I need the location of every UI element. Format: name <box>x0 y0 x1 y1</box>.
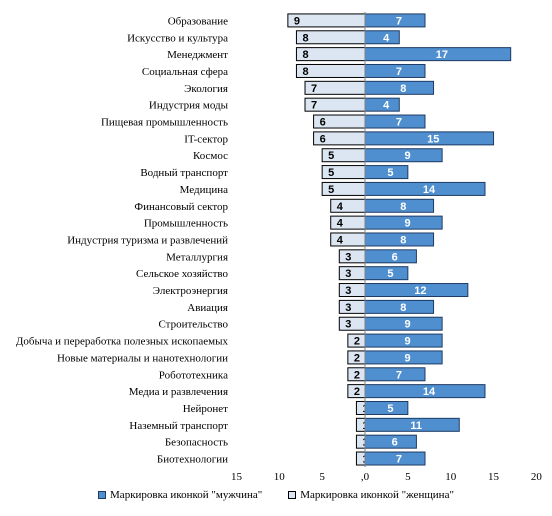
data-label-men: 4 <box>383 32 390 44</box>
legend-label-women: Маркировка иконкой "женщина" <box>300 489 454 501</box>
category-label: Биотехнологии <box>157 454 228 466</box>
legend-swatch-men <box>98 491 107 499</box>
data-label-men: 12 <box>414 285 426 297</box>
category-label: Финансовый сектор <box>134 201 228 213</box>
bar-women <box>338 249 366 264</box>
data-label-men: 6 <box>392 251 398 263</box>
data-label-men: 9 <box>405 150 411 162</box>
data-label-women: 3 <box>345 319 351 331</box>
data-label-women: 6 <box>320 133 326 145</box>
category-label: Социальная сфера <box>142 66 228 78</box>
category-label: Авиация <box>187 302 228 314</box>
data-label-men: 7 <box>396 66 402 78</box>
data-label-women: 7 <box>311 100 317 112</box>
legend-label-men: Маркировка иконкой "мужчина" <box>110 489 263 501</box>
data-label-men: 8 <box>400 201 406 213</box>
data-label-men: 9 <box>405 352 411 364</box>
x-tick-label: 20 <box>531 471 543 483</box>
data-label-men: 5 <box>387 167 393 179</box>
data-label-men: 14 <box>423 386 436 398</box>
data-label-men: 5 <box>387 403 393 415</box>
category-label: Электроэнергия <box>153 285 228 297</box>
category-label: Сельское хозяйство <box>136 268 228 280</box>
category-label: Строительство <box>158 319 228 331</box>
data-label-men: 7 <box>396 369 402 381</box>
data-label-women: 5 <box>328 167 334 179</box>
bar-women <box>338 283 366 298</box>
data-label-men: 8 <box>400 234 406 246</box>
x-tick-label: 10 <box>274 471 286 483</box>
category-label: Менеджмент <box>167 49 228 61</box>
bar-women <box>338 266 366 281</box>
data-label-men: 14 <box>423 184 436 196</box>
data-label-women: 8 <box>302 32 308 44</box>
data-label-women: 2 <box>354 336 360 348</box>
bar-women <box>338 299 366 314</box>
data-label-men: 7 <box>396 15 402 27</box>
data-label-men: 9 <box>405 218 411 230</box>
category-label: Новые материалы и нанотехнологии <box>57 352 228 364</box>
data-label-women: 6 <box>320 117 326 129</box>
data-label-women: 2 <box>354 352 360 364</box>
category-label: Металлургия <box>166 251 228 263</box>
x-tick-label: ,0 <box>361 471 370 483</box>
category-label: Медицина <box>180 184 229 196</box>
data-label-women: 7 <box>311 83 317 95</box>
data-label-women: 3 <box>345 302 351 314</box>
category-label: Космос <box>193 150 228 162</box>
data-label-men: 8 <box>400 302 406 314</box>
data-label-men: 4 <box>383 100 390 112</box>
data-label-women: 4 <box>337 201 344 213</box>
data-label-men: 7 <box>396 454 402 466</box>
data-label-men: 8 <box>400 83 406 95</box>
data-label-women: 3 <box>345 285 351 297</box>
x-tick-label: 5 <box>405 471 411 483</box>
legend-item-men: Маркировка иконкой "мужчина" <box>98 489 262 501</box>
category-label: Индустрия моды <box>149 100 229 112</box>
data-label-women: 8 <box>302 66 308 78</box>
data-label-women: 3 <box>345 268 351 280</box>
data-label-men: 15 <box>427 133 439 145</box>
data-label-women: 5 <box>328 184 334 196</box>
data-label-men: 11 <box>410 420 422 432</box>
bar-women <box>338 316 366 331</box>
category-label: Безопасность <box>165 437 228 449</box>
category-label: Добыча и переработка полезных ископаемых <box>16 336 229 348</box>
x-tick-label: 5 <box>319 471 325 483</box>
data-label-men: 7 <box>396 117 402 129</box>
data-label-women: 3 <box>345 251 351 263</box>
data-label-women: 8 <box>302 49 308 61</box>
data-label-men: 9 <box>405 319 411 331</box>
category-label: Наземный транспорт <box>129 420 228 432</box>
legend-swatch-women <box>288 491 297 499</box>
x-tick-label: 15 <box>488 471 500 483</box>
data-label-women: 2 <box>354 369 360 381</box>
category-label: IT-сектор <box>184 133 228 145</box>
category-label: Робототехника <box>159 369 228 381</box>
data-label-men: 9 <box>405 336 411 348</box>
category-label: Медиа и развлечения <box>129 386 228 398</box>
category-label: Искусство и культура <box>127 32 228 44</box>
category-label: Экология <box>184 83 228 95</box>
category-label: Пищевая промышленность <box>101 117 228 129</box>
category-label: Водный транспорт <box>140 167 228 179</box>
category-label: Промышленность <box>144 218 228 230</box>
legend: Маркировка иконкой "мужчина" Маркировка … <box>0 489 552 501</box>
data-label-women: 4 <box>337 234 344 246</box>
data-label-women: 4 <box>337 218 344 230</box>
data-label-men: 17 <box>436 49 448 61</box>
category-label: Образование <box>168 15 228 27</box>
category-label: Индустрия туризма и развлечений <box>67 234 228 246</box>
category-label: Нейронет <box>183 403 228 415</box>
data-label-men: 6 <box>392 437 398 449</box>
legend-item-women: Маркировка иконкой "женщина" <box>288 489 454 501</box>
x-tick-label: 10 <box>445 471 457 483</box>
data-label-women: 5 <box>328 150 334 162</box>
data-label-men: 5 <box>387 268 393 280</box>
data-label-women: 9 <box>294 15 300 27</box>
data-label-women: 2 <box>354 386 360 398</box>
x-tick-label: 15 <box>231 471 243 483</box>
